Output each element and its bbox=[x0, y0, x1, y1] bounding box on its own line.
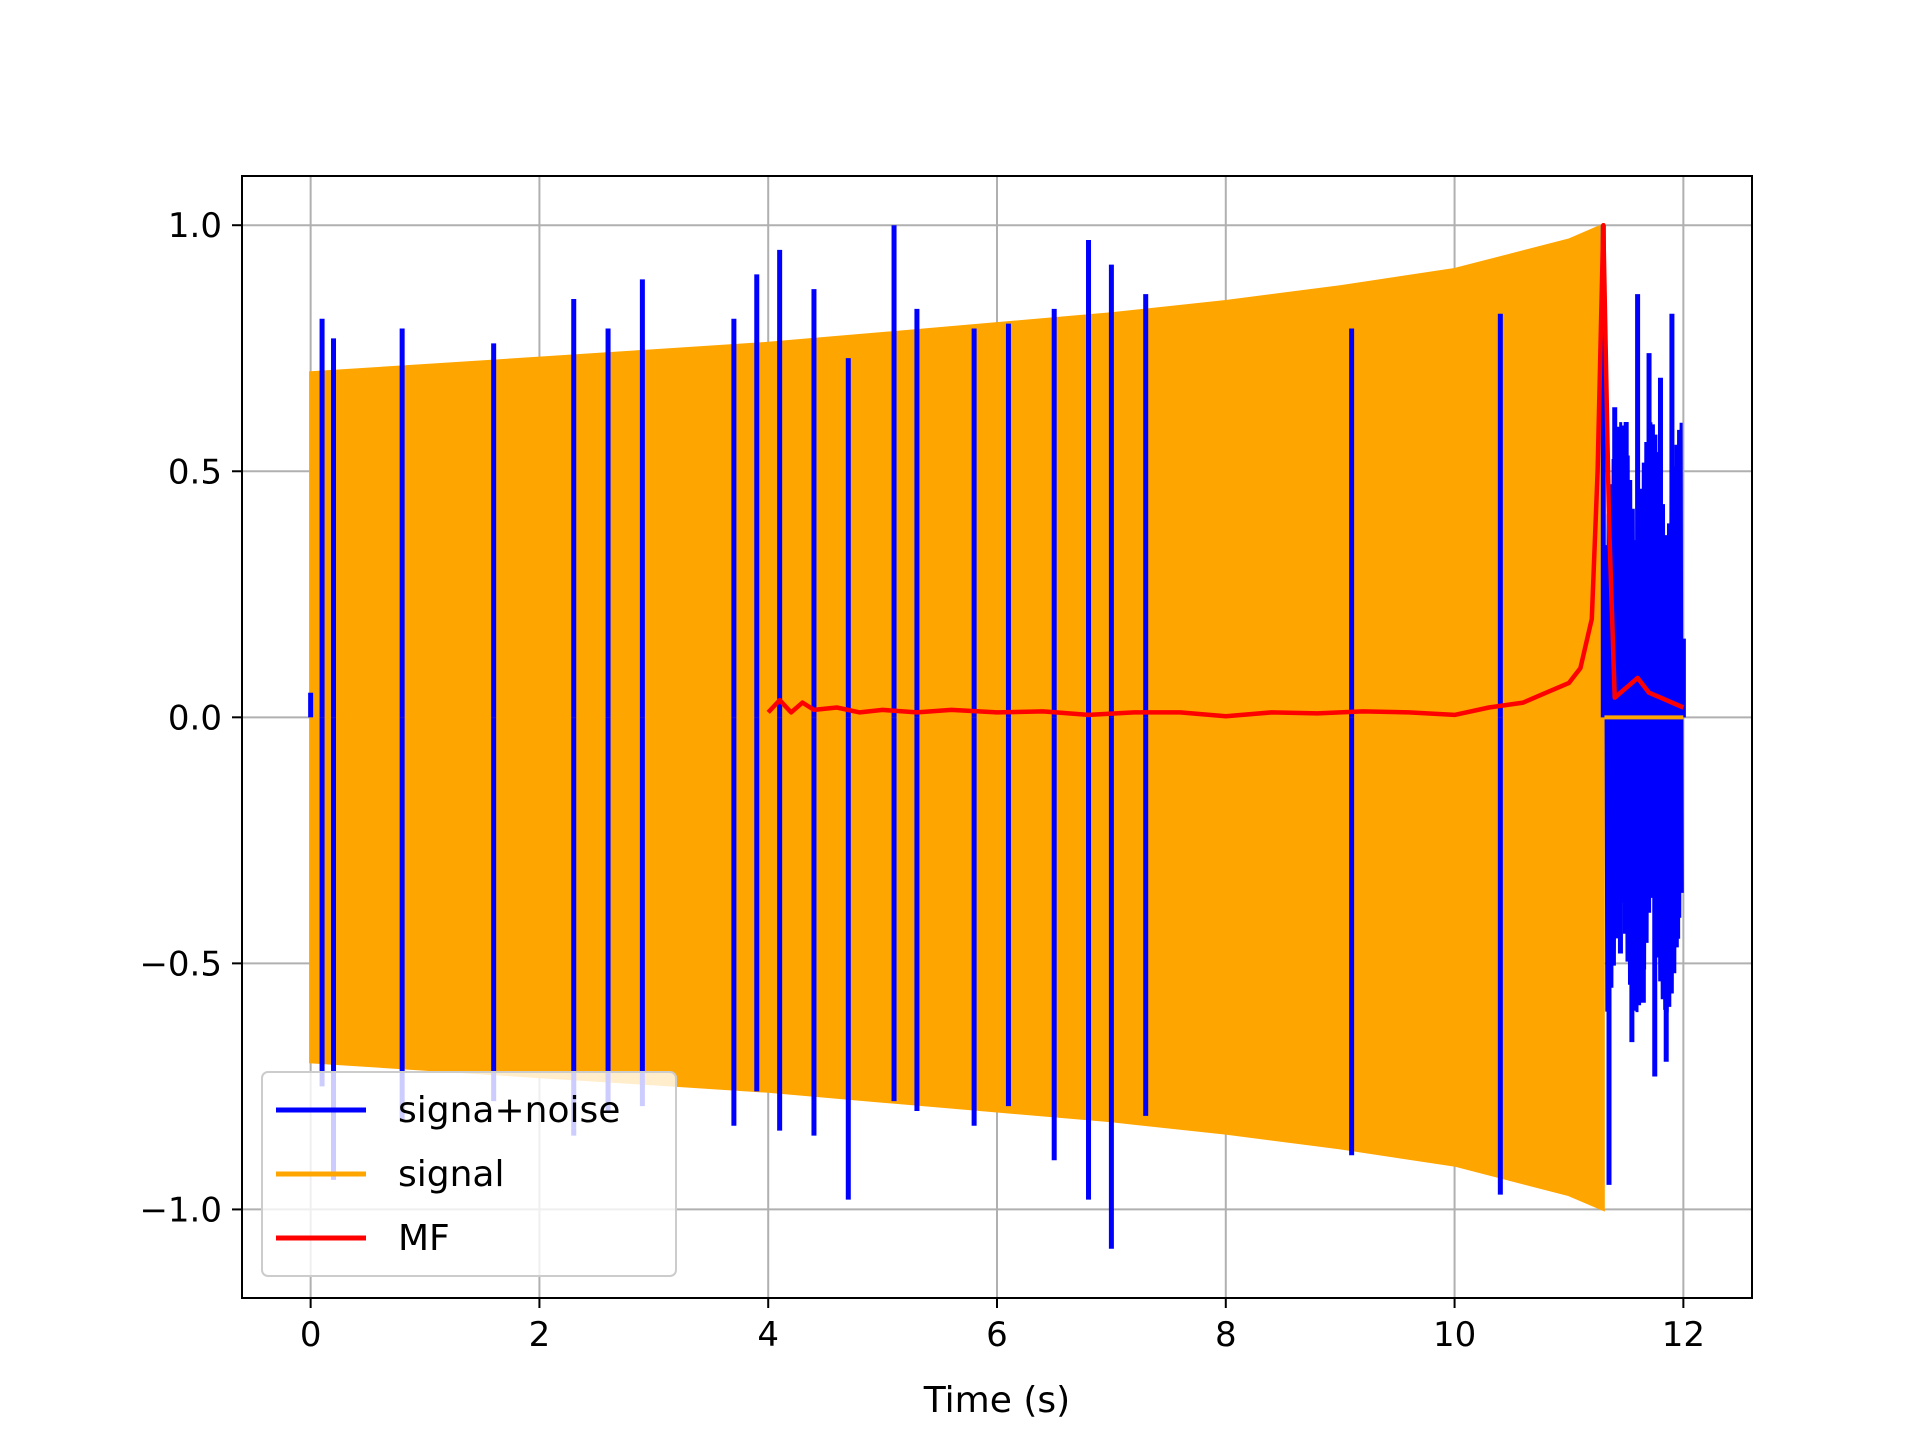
y-tick-label: 0.0 bbox=[168, 698, 222, 738]
x-tick-label: 6 bbox=[986, 1315, 1008, 1355]
x-axis-ticks: 0 2 4 6 8 10 12 bbox=[300, 1298, 1705, 1355]
y-tick-label: −1.0 bbox=[139, 1190, 222, 1230]
x-tick-label: 8 bbox=[1215, 1315, 1237, 1355]
signal-envelope-fill bbox=[309, 222, 1605, 1212]
legend-label: signa+noise bbox=[398, 1090, 620, 1131]
x-tick-label: 12 bbox=[1662, 1315, 1705, 1355]
series-layer bbox=[308, 222, 1686, 1249]
y-tick-label: −0.5 bbox=[139, 944, 222, 984]
series-signa-noise bbox=[308, 225, 1686, 1249]
x-tick-label: 0 bbox=[300, 1315, 322, 1355]
signal-envelope bbox=[309, 222, 1605, 1212]
y-tick-label: 1.0 bbox=[168, 206, 222, 246]
x-tick-label: 10 bbox=[1433, 1315, 1476, 1355]
legend-box bbox=[261, 1071, 677, 1277]
x-axis-label: Time (s) bbox=[923, 1380, 1070, 1421]
legend-label: MF bbox=[398, 1218, 450, 1259]
series-mf bbox=[766, 222, 1685, 719]
x-tick-label: 2 bbox=[529, 1315, 551, 1355]
y-axis-ticks: −1.0 −0.5 0.0 0.5 1.0 bbox=[139, 206, 242, 1230]
y-tick-label: 0.5 bbox=[168, 452, 222, 492]
legend: signa+noise signal MF bbox=[261, 1071, 677, 1277]
x-tick-label: 4 bbox=[757, 1315, 779, 1355]
legend-label: signal bbox=[398, 1154, 505, 1195]
